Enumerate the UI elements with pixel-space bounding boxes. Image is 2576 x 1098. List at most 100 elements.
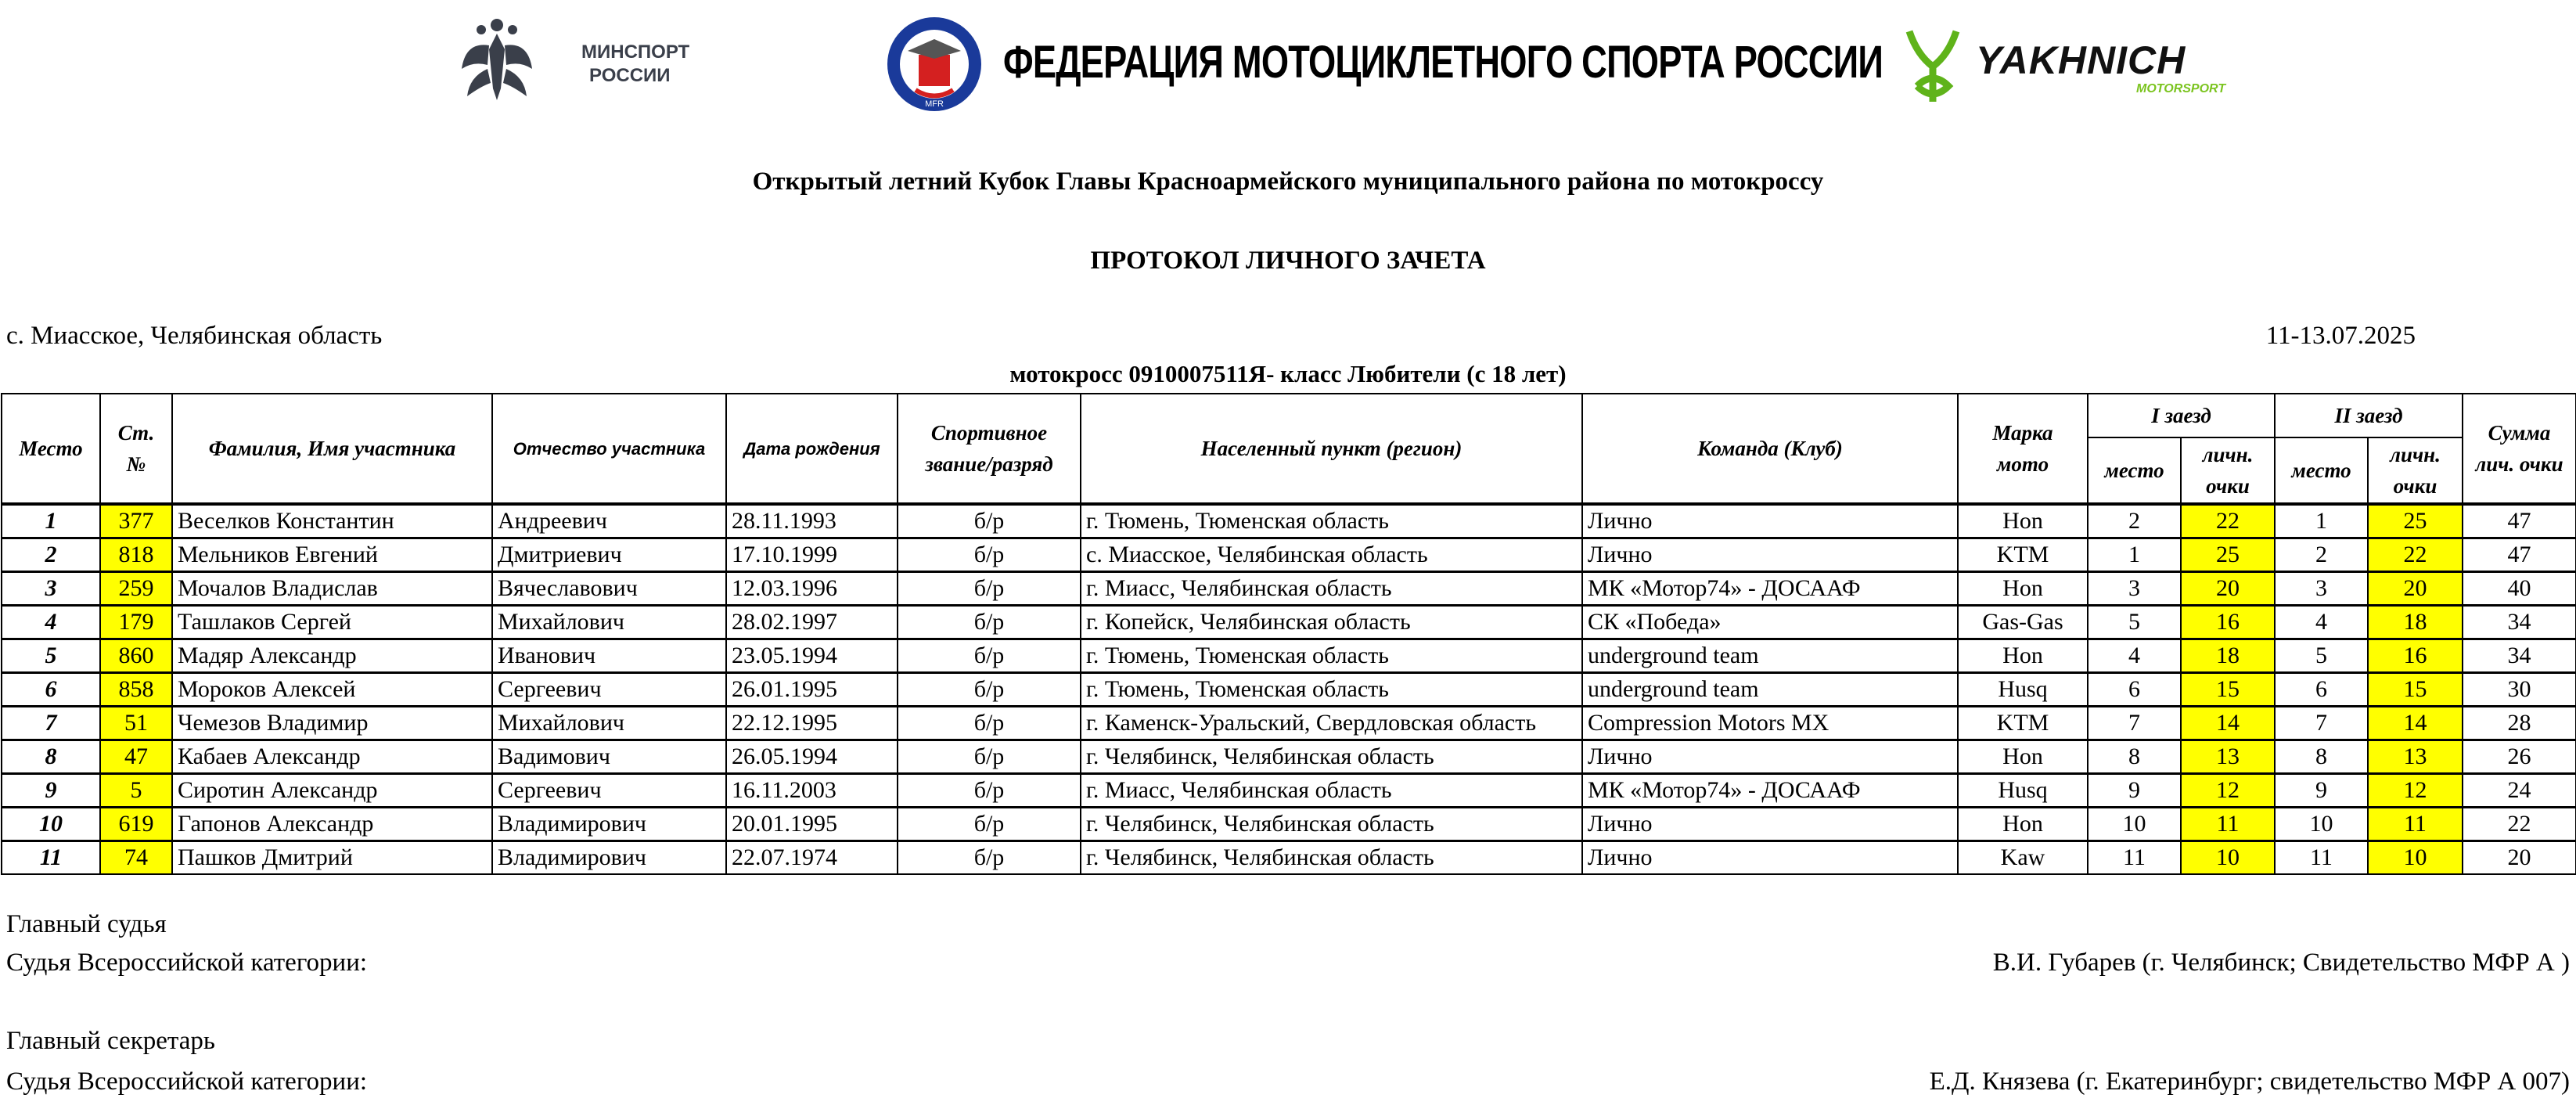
chief-secretary-category: Судья Всероссийской категории: [6,1067,368,1096]
cell-r1-pts: 10 [2180,840,2276,875]
cell-sum: 20 [2462,840,2576,875]
cell-rank: б/р [897,571,1081,606]
cell-r2-pts: 13 [2367,739,2463,774]
header-rank: Спортивное звание/разряд [897,393,1081,505]
cell-r1-place: 7 [2087,705,2182,740]
location: с. Миасское, Челябинская область [6,322,383,350]
cell-team: Лично [1581,806,1959,841]
cell-rank: б/р [897,739,1081,774]
cell-r2-place: 11 [2274,840,2369,875]
table-row: 6 858 Мороков Алексей Сергеевич 26.01.1995 б/… [1,671,2576,707]
cell-moto: Hon [1957,571,2089,606]
header-moto: Марка мото [1957,393,2089,505]
yakhnich-name: YAKHNICH [1976,38,2186,82]
cell-patronymic: Андреевич [491,503,727,538]
dates: 11-13.07.2025 [2265,322,2416,350]
cell-team: СК «Победа» [1581,604,1959,639]
cell-r2-place: 9 [2274,772,2369,808]
cell-rank: б/р [897,537,1081,572]
header-number: Ст. № [99,393,173,505]
cell-r2-place: 1 [2274,503,2369,538]
cell-team: Лично [1581,537,1959,572]
cell-place: 4 [1,604,101,639]
chief-judge-name: В.И. Губарев (г. Челябинск; Свидетельств… [1992,949,2570,977]
table-row: 5 860 Мадяр Александр Иванович 23.05.1994 б/р… [1,638,2576,673]
cell-name: Чемезов Владимир [171,705,493,740]
cell-r1-place: 6 [2087,671,2182,707]
cell-patronymic: Сергеевич [491,772,727,808]
cell-rank: б/р [897,671,1081,707]
header-race2-place: место [2274,437,2369,505]
mfr-emblem-icon: MFR [887,17,981,111]
cell-r1-pts: 11 [2180,806,2276,841]
cell-patronymic: Михайлович [491,604,727,639]
table-row: 9 5 Сиротин Александр Сергеевич 16.11.2003 б/… [1,772,2576,808]
cell-sum: 34 [2462,638,2576,673]
cell-r1-pts: 13 [2180,739,2276,774]
cell-rank: б/р [897,604,1081,639]
cell-r1-place: 10 [2087,806,2182,841]
minsport-text-1: МИНСПОРТ [581,41,690,63]
cell-birth: 28.02.1997 [725,604,898,639]
cell-name: Кабаев Александр [171,739,493,774]
cell-r2-pts: 15 [2367,671,2463,707]
cell-r1-pts: 18 [2180,638,2276,673]
cell-rank: б/р [897,705,1081,740]
cell-patronymic: Сергеевич [491,671,727,707]
cell-patronymic: Вадимович [491,739,727,774]
cell-moto: Husq [1957,772,2089,808]
class-title: мотокросс 0910007511Я- класс Любители (с… [1009,360,1567,387]
cell-r2-pts: 16 [2367,638,2463,673]
cell-moto: Hon [1957,739,2089,774]
yakhnich-emblem-icon [1905,30,1960,102]
cell-patronymic: Дмитриевич [491,537,727,572]
cell-moto: Kaw [1957,840,2089,875]
cell-place: 3 [1,571,101,606]
header-city: Населенный пункт (регион) [1080,393,1583,505]
cell-r1-place: 8 [2087,739,2182,774]
cell-patronymic: Владимирович [491,840,727,875]
cell-team: Лично [1581,503,1959,538]
cell-num: 858 [99,671,173,707]
cell-city: г. Тюмень, Тюменская область [1080,671,1583,707]
cell-team: underground team [1581,671,1959,707]
header-race1: I заезд [2087,393,2276,438]
table-row: 10 619 Гапонов Александр Владимирович 20.01.… [1,806,2576,841]
chief-judge-category: Судья Всероссийской категории: [6,949,368,977]
cell-patronymic: Владимирович [491,806,727,841]
header-patronymic: Отчество участника [491,393,727,505]
cell-birth: 16.11.2003 [725,772,898,808]
cell-r2-pts: 14 [2367,705,2463,740]
cell-r1-pts: 25 [2180,537,2276,572]
cell-r2-place: 3 [2274,571,2369,606]
cell-birth: 12.03.1996 [725,571,898,606]
cell-num: 47 [99,739,173,774]
table-row: 8 47 Кабаев Александр Вадимович 26.05.1994 б/… [1,739,2576,774]
cell-r1-place: 9 [2087,772,2182,808]
cell-name: Ташлаков Сергей [171,604,493,639]
cell-r2-place: 6 [2274,671,2369,707]
cell-r2-place: 7 [2274,705,2369,740]
cell-name: Веселков Константин [171,503,493,538]
cell-birth: 26.01.1995 [725,671,898,707]
yakhnich-sub: MOTORSPORT [2136,82,2226,95]
protocol-title: ПРОТОКОЛ ЛИЧНОГО ЗАЧЕТА [1090,247,1486,275]
cell-sum: 47 [2462,537,2576,572]
cell-num: 860 [99,638,173,673]
cell-num: 74 [99,840,173,875]
cell-place: 5 [1,638,101,673]
header-place: Место [1,393,101,505]
cell-place: 6 [1,671,101,707]
header-race2-points: личн. очки [2367,437,2463,505]
cell-r1-pts: 20 [2180,571,2276,606]
cell-name: Сиротин Александр [171,772,493,808]
header-sum: Сумма лич. очки [2462,393,2576,505]
cell-r2-pts: 11 [2367,806,2463,841]
cell-r1-pts: 22 [2180,503,2276,538]
chief-judge-label: Главный судья [6,910,167,938]
cell-patronymic: Вячеславович [491,571,727,606]
cell-patronymic: Иванович [491,638,727,673]
cell-moto: Hon [1957,503,2089,538]
cell-city: г. Миасс, Челябинская область [1080,772,1583,808]
cell-team: МК «Мотор74» - ДОСААФ [1581,772,1959,808]
